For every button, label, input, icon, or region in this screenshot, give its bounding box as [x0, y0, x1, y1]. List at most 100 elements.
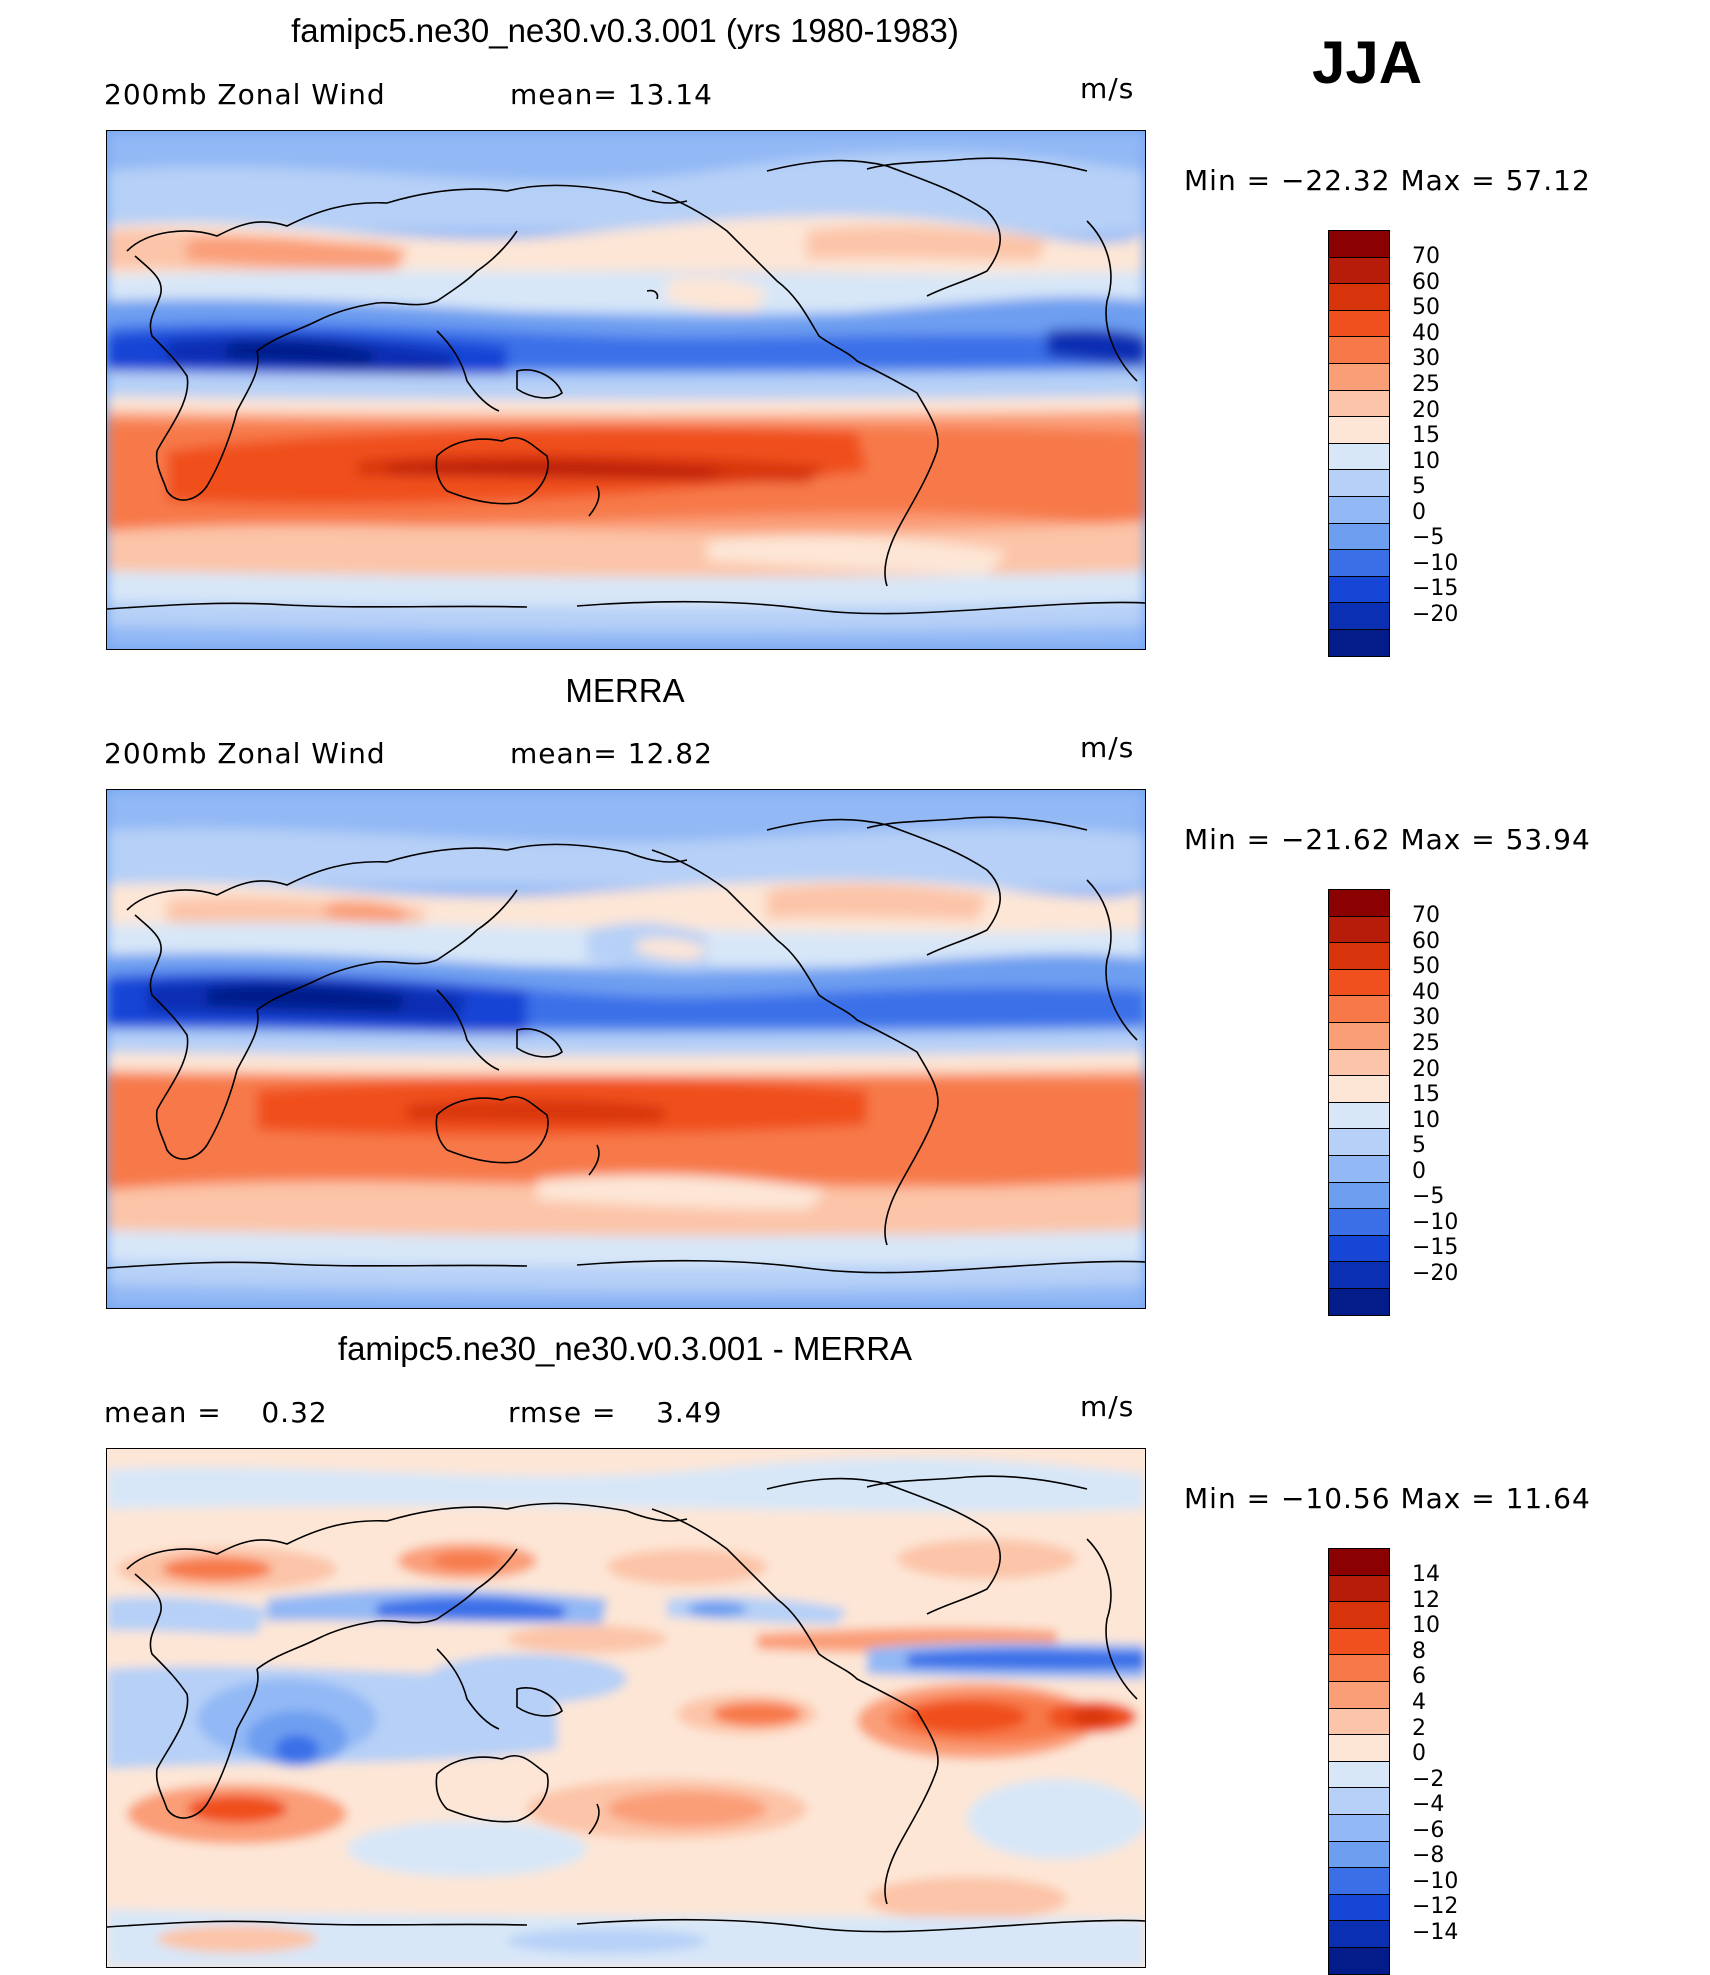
colorbar-tick-label: 25: [1412, 372, 1440, 397]
colorbar-swatch: [1329, 1813, 1389, 1841]
colorbar-swatch: [1329, 1208, 1389, 1235]
colorbar-tick-label: 70: [1412, 244, 1440, 269]
season-label: JJA: [1312, 29, 1423, 96]
colorbar-tick-label: 0: [1412, 1741, 1426, 1766]
colorbar-tick-label: −5: [1412, 1184, 1445, 1209]
colorbar-tick-label: 6: [1412, 1664, 1426, 1689]
colorbar-swatch: [1329, 602, 1389, 629]
colorbar-tick-label: 5: [1412, 1133, 1426, 1158]
colorbar-swatch: [1329, 1101, 1389, 1129]
colorbar-difference: [1328, 1548, 1390, 1975]
colorbar-tick-label: −15: [1412, 576, 1459, 601]
colorbar-tick-label: −15: [1412, 1235, 1459, 1260]
colorbar-swatch: [1329, 1574, 1389, 1602]
colorbar-swatch: [1329, 890, 1389, 916]
units-label: m/s: [1080, 1390, 1135, 1423]
colorbar-swatch: [1329, 362, 1389, 390]
colorbar-swatch: [1329, 1021, 1389, 1049]
colorbar-swatch: [1329, 1128, 1389, 1155]
colorbar-tick-label: 60: [1412, 270, 1440, 295]
colorbar-tick-label: 14: [1412, 1562, 1440, 1587]
zonal-wind-field: [107, 131, 1145, 649]
map-merra-zonal-wind: [106, 789, 1146, 1309]
variable-label: 200mb Zonal Wind: [104, 78, 386, 111]
colorbar-swatch: [1329, 1154, 1389, 1182]
rmse-label: rmse = 3.49: [508, 1396, 723, 1429]
variable-label: 200mb Zonal Wind: [104, 737, 386, 770]
colorbar-tick-label: 40: [1412, 321, 1440, 346]
colorbar-swatch: [1329, 416, 1389, 443]
colorbar-swatch: [1329, 968, 1389, 996]
colorbar-swatch: [1329, 1549, 1389, 1575]
colorbar-tick-label: −10: [1412, 1869, 1459, 1894]
colorbar-swatch: [1329, 1734, 1389, 1761]
min-max-label: Min = −10.56 Max = 11.64: [1184, 1482, 1591, 1515]
colorbar-swatch: [1329, 1654, 1389, 1681]
colorbar-tick-label: 30: [1412, 1005, 1440, 1030]
colorbar-tick-label: 60: [1412, 929, 1440, 954]
colorbar-tick-label: −4: [1412, 1792, 1445, 1817]
colorbar-tick-label: 20: [1412, 398, 1440, 423]
colorbar-swatch: [1329, 1893, 1389, 1921]
map-model-zonal-wind: [106, 130, 1146, 650]
colorbar-swatch: [1329, 1760, 1389, 1788]
colorbar-swatch: [1329, 1840, 1389, 1868]
colorbar-swatch: [1329, 231, 1389, 257]
units-label: m/s: [1080, 731, 1135, 764]
colorbar-model: [1328, 230, 1390, 657]
zonal-wind-field: [107, 790, 1145, 1308]
colorbar-swatch: [1329, 575, 1389, 603]
map-difference: [106, 1448, 1146, 1968]
colorbar-tick-label: −2: [1412, 1767, 1445, 1792]
colorbar-swatch: [1329, 628, 1389, 656]
colorbar-tick-label: 70: [1412, 903, 1440, 928]
colorbar-tick-label: 20: [1412, 1057, 1440, 1082]
colorbar-tick-label: −10: [1412, 551, 1459, 576]
colorbar-swatch: [1329, 1680, 1389, 1708]
colorbar-swatch: [1329, 469, 1389, 496]
colorbar-swatch: [1329, 495, 1389, 523]
colorbar-tick-label: 10: [1412, 449, 1440, 474]
colorbar-tick-label: 10: [1412, 1613, 1440, 1638]
colorbar-tick-label: 2: [1412, 1716, 1426, 1741]
colorbar-swatch: [1329, 1048, 1389, 1076]
colorbar-swatch: [1329, 283, 1389, 310]
colorbar-tick-label: 25: [1412, 1031, 1440, 1056]
colorbar-tick-label: 8: [1412, 1639, 1426, 1664]
colorbar-merra: [1328, 889, 1390, 1316]
colorbar-tick-label: 15: [1412, 1082, 1440, 1107]
colorbar-swatch: [1329, 1075, 1389, 1102]
min-max-label: Min = −22.32 Max = 57.12: [1184, 164, 1591, 197]
colorbar-swatch: [1329, 1181, 1389, 1209]
colorbar-swatch: [1329, 389, 1389, 417]
colorbar-swatch: [1329, 309, 1389, 337]
colorbar-swatch: [1329, 1920, 1389, 1947]
colorbar-swatch: [1329, 1601, 1389, 1628]
colorbar-swatch: [1329, 1627, 1389, 1655]
colorbar-tick-label: 40: [1412, 980, 1440, 1005]
colorbar-swatch: [1329, 1261, 1389, 1288]
colorbar-swatch: [1329, 549, 1389, 576]
colorbar-tick-label: 30: [1412, 346, 1440, 371]
colorbar-tick-label: −8: [1412, 1843, 1445, 1868]
colorbar-tick-label: 0: [1412, 500, 1426, 525]
colorbar-tick-label: −6: [1412, 1818, 1445, 1843]
colorbar-tick-label: −14: [1412, 1920, 1459, 1945]
colorbar-tick-label: 50: [1412, 295, 1440, 320]
difference-field: [107, 1449, 1145, 1967]
colorbar-tick-label: 12: [1412, 1588, 1440, 1613]
coastlines: [107, 816, 1145, 1274]
colorbar-swatch: [1329, 995, 1389, 1022]
min-max-label: Min = −21.62 Max = 53.94: [1184, 823, 1591, 856]
colorbar-tick-label: −20: [1412, 602, 1459, 627]
mean-label: mean= 13.14: [510, 78, 713, 111]
colorbar-tick-label: 10: [1412, 1108, 1440, 1133]
colorbar-swatch: [1329, 522, 1389, 550]
coastlines: [107, 1475, 1145, 1933]
colorbar-swatch: [1329, 915, 1389, 943]
panel-title: famipc5.ne30_ne30.v0.3.001 (yrs 1980-198…: [291, 12, 959, 49]
units-label: m/s: [1080, 72, 1135, 105]
colorbar-tick-label: −10: [1412, 1210, 1459, 1235]
colorbar-tick-label: −5: [1412, 525, 1445, 550]
colorbar-swatch: [1329, 1287, 1389, 1315]
